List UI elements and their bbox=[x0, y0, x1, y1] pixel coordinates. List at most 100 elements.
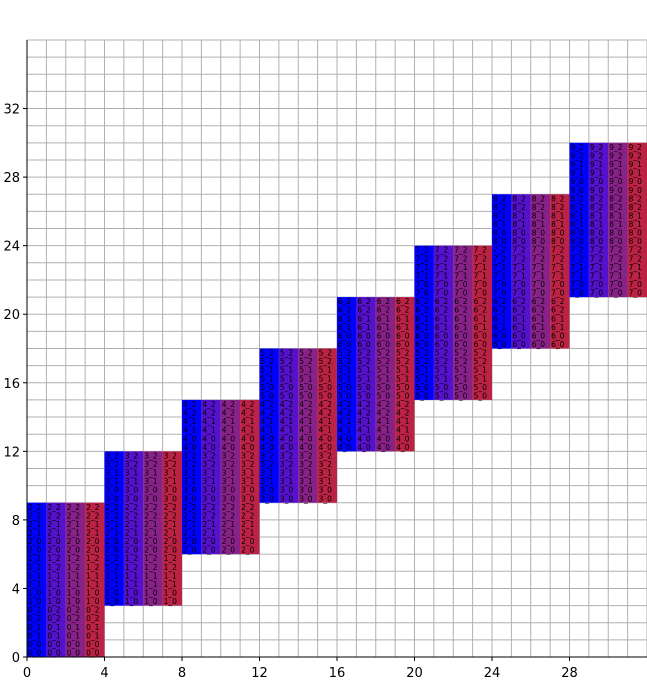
cell-label: 2_0 bbox=[47, 537, 61, 546]
cell-label: 0_1 bbox=[86, 631, 100, 640]
cell-label: 7_0 bbox=[454, 289, 468, 298]
cell-label: 1_0 bbox=[47, 597, 61, 606]
cell-label: 0_1 bbox=[67, 631, 81, 640]
cell-label: 7_1 bbox=[609, 263, 623, 272]
cell-label: 7_0 bbox=[629, 280, 643, 289]
cell-label: 7_1 bbox=[590, 271, 604, 280]
cell-label: 5_0 bbox=[338, 391, 352, 400]
cell-label: 0_2 bbox=[28, 614, 42, 623]
cell-label: 3_2 bbox=[241, 451, 255, 460]
heatmap-cell bbox=[201, 399, 221, 555]
cell-label: 1_1 bbox=[28, 580, 42, 589]
cell-label: 1_1 bbox=[164, 580, 178, 589]
heatmap-cell bbox=[337, 297, 357, 452]
cell-label: 4_1 bbox=[183, 426, 197, 435]
cell-label: 7_0 bbox=[416, 289, 430, 298]
cell-label: 9_0 bbox=[571, 177, 585, 186]
cell-label: 2_0 bbox=[241, 537, 255, 546]
cell-label: 4_1 bbox=[299, 417, 313, 426]
cell-label: 4_0 bbox=[280, 443, 294, 452]
heatmap-cell bbox=[298, 348, 318, 503]
cell-label: 7_2 bbox=[416, 246, 430, 255]
cell-label: 2_1 bbox=[222, 520, 236, 529]
cell-label: 1_1 bbox=[47, 580, 61, 589]
cell-label: 6_2 bbox=[416, 306, 430, 315]
cell-label: 7_2 bbox=[571, 246, 585, 255]
cell-label: 0_2 bbox=[86, 606, 100, 615]
cell-label: 4_2 bbox=[202, 400, 216, 409]
cell-label: 4_0 bbox=[319, 434, 333, 443]
heatmap-cell bbox=[46, 502, 66, 657]
cell-label: 5_1 bbox=[338, 366, 352, 375]
cell-label: 2_1 bbox=[47, 520, 61, 529]
cell-label: 4_0 bbox=[299, 434, 313, 443]
cell-label: 2_0 bbox=[164, 537, 178, 546]
cell-label: 0_0 bbox=[86, 640, 100, 649]
cell-label: 6_2 bbox=[357, 306, 371, 315]
cell-label: 2_2 bbox=[47, 503, 61, 512]
cell-label: 3_2 bbox=[319, 460, 333, 469]
cell-label: 5_1 bbox=[416, 366, 430, 375]
cell-label: 6_1 bbox=[396, 314, 410, 323]
cell-label: 1_2 bbox=[164, 563, 178, 572]
cell-label: 3_0 bbox=[164, 486, 178, 495]
cell-label: 5_1 bbox=[280, 374, 294, 383]
cell-label: 2_2 bbox=[183, 511, 197, 520]
cell-label: 7_0 bbox=[609, 280, 623, 289]
cell-label: 1_2 bbox=[47, 554, 61, 563]
cell-label: 9_2 bbox=[609, 151, 623, 160]
cell-label: 1_0 bbox=[67, 589, 81, 598]
cell-label: 1_1 bbox=[144, 571, 158, 580]
cell-labels: 0_00_00_10_10_20_21_01_01_11_11_21_22_02… bbox=[28, 143, 642, 658]
y-tick-label: 8 bbox=[12, 514, 20, 529]
cell-label: 2_2 bbox=[222, 503, 236, 512]
cell-label: 5_1 bbox=[454, 374, 468, 383]
cell-label: 9_1 bbox=[590, 160, 604, 169]
heatmap-cell bbox=[162, 451, 182, 606]
cell-label: 6_0 bbox=[357, 340, 371, 349]
cell-label: 4_1 bbox=[357, 426, 371, 435]
cell-label: 5_2 bbox=[299, 357, 313, 366]
cell-label: 5_0 bbox=[319, 383, 333, 392]
cell-label: 7_1 bbox=[416, 263, 430, 272]
y-tick-label: 20 bbox=[3, 308, 20, 323]
cell-label: 1_2 bbox=[28, 563, 42, 572]
cell-label: 7_2 bbox=[454, 254, 468, 263]
cell-label: 6_2 bbox=[435, 306, 449, 315]
cell-label: 6_0 bbox=[377, 340, 391, 349]
cell-label: 6_0 bbox=[416, 340, 430, 349]
cell-label: 8_0 bbox=[493, 237, 507, 246]
cell-label: 7_2 bbox=[629, 254, 643, 263]
cell-label: 5_1 bbox=[319, 366, 333, 375]
cell-label: 4_1 bbox=[299, 426, 313, 435]
cell-label: 5_2 bbox=[261, 349, 275, 358]
cell-label: 8_1 bbox=[609, 220, 623, 229]
cell-label: 2_0 bbox=[144, 537, 158, 546]
cell-label: 5_2 bbox=[280, 357, 294, 366]
cell-label: 0_0 bbox=[28, 649, 42, 658]
cell-label: 2_1 bbox=[183, 520, 197, 529]
cell-label: 2_1 bbox=[106, 520, 120, 529]
cell-label: 2_1 bbox=[222, 529, 236, 538]
cell-label: 7_1 bbox=[474, 263, 488, 272]
cell-label: 4_0 bbox=[338, 434, 352, 443]
cell-label: 7_0 bbox=[493, 280, 507, 289]
cell-label: 5_1 bbox=[474, 374, 488, 383]
cell-label: 2_1 bbox=[241, 529, 255, 538]
cell-label: 4_1 bbox=[261, 417, 275, 426]
heatmap-cell bbox=[317, 348, 337, 503]
heatmap-cell bbox=[65, 502, 86, 657]
cell-label: 3_2 bbox=[280, 460, 294, 469]
cell-label: 3_0 bbox=[164, 494, 178, 503]
cell-label: 2_2 bbox=[164, 511, 178, 520]
cell-label: 4_1 bbox=[202, 417, 216, 426]
cell-label: 3_1 bbox=[183, 477, 197, 486]
heatmap-cell bbox=[588, 142, 609, 298]
cell-label: 6_1 bbox=[454, 323, 468, 332]
cell-label: 9_0 bbox=[590, 186, 604, 195]
cell-label: 6_0 bbox=[454, 331, 468, 340]
cell-label: 4_1 bbox=[202, 426, 216, 435]
cell-label: 7_2 bbox=[512, 246, 526, 255]
heatmap-cell bbox=[27, 502, 47, 657]
cell-label: 3_1 bbox=[280, 477, 294, 486]
